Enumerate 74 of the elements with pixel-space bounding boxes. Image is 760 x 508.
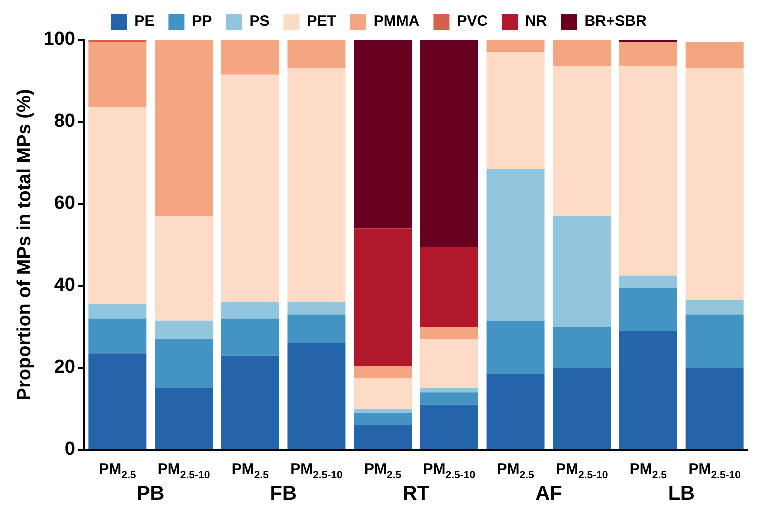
legend-label: PVC — [457, 13, 488, 30]
y-tick-label: 100 — [44, 29, 76, 50]
bar — [288, 40, 346, 69]
bar — [221, 302, 280, 319]
bar — [420, 40, 478, 248]
bar — [553, 368, 612, 449]
legend-label: NR — [526, 13, 548, 30]
bar — [155, 216, 214, 321]
bar — [486, 40, 545, 52]
y-tick-label: 40 — [54, 275, 76, 296]
bar — [88, 108, 147, 304]
y-tick-label: 60 — [54, 193, 76, 214]
legend-label: PMMA — [374, 13, 420, 30]
bar — [686, 68, 744, 300]
bar — [486, 320, 545, 374]
bar — [686, 314, 744, 368]
bar — [553, 66, 612, 216]
bar — [354, 413, 412, 426]
bar — [619, 331, 678, 449]
bar — [619, 42, 678, 67]
bar — [88, 318, 147, 354]
bar — [553, 327, 612, 368]
bar — [221, 40, 280, 75]
bar — [686, 42, 744, 69]
y-tick-label: 20 — [54, 357, 76, 378]
bar — [88, 354, 147, 449]
bar — [686, 368, 744, 449]
text: RT — [402, 483, 430, 505]
legend-label: PET — [307, 13, 336, 30]
text: LB — [668, 483, 695, 505]
bar — [288, 314, 346, 344]
bar — [155, 388, 214, 449]
bar — [288, 68, 346, 302]
bar — [619, 276, 678, 288]
bar — [420, 388, 478, 393]
bar — [420, 327, 478, 340]
bar — [88, 42, 147, 108]
bar — [354, 40, 412, 229]
bar — [88, 304, 147, 319]
y-tick-label: 80 — [54, 111, 76, 132]
bar — [221, 74, 280, 302]
bar — [619, 66, 678, 276]
bar — [354, 425, 412, 449]
bar — [686, 300, 744, 315]
legend-label: PP — [192, 13, 212, 30]
y-tick-label: 0 — [64, 439, 76, 460]
bar — [553, 216, 612, 327]
bar — [288, 302, 346, 315]
bar — [354, 228, 412, 366]
bar — [619, 288, 678, 332]
text: PB — [136, 483, 165, 505]
bar — [354, 366, 412, 378]
text: AF — [536, 483, 562, 505]
bar — [354, 409, 412, 414]
bar — [420, 339, 478, 388]
legend-label: PS — [250, 13, 270, 30]
bar — [486, 169, 545, 321]
bar — [288, 343, 346, 449]
text: FB — [270, 483, 297, 505]
bar — [354, 378, 412, 409]
bar — [155, 320, 214, 340]
bar — [486, 374, 545, 449]
legend-label: BR+SBR — [584, 13, 647, 30]
bar — [221, 318, 280, 356]
y-axis-title: Proportion of MPs in total MPs (%) — [14, 89, 36, 401]
bar — [155, 40, 214, 216]
bar — [420, 404, 478, 449]
bar — [420, 392, 478, 405]
bar — [155, 339, 214, 388]
bar — [221, 356, 280, 449]
bar — [486, 52, 545, 170]
bar — [420, 247, 478, 327]
bar — [553, 40, 612, 67]
legend-label: PE — [134, 13, 155, 30]
